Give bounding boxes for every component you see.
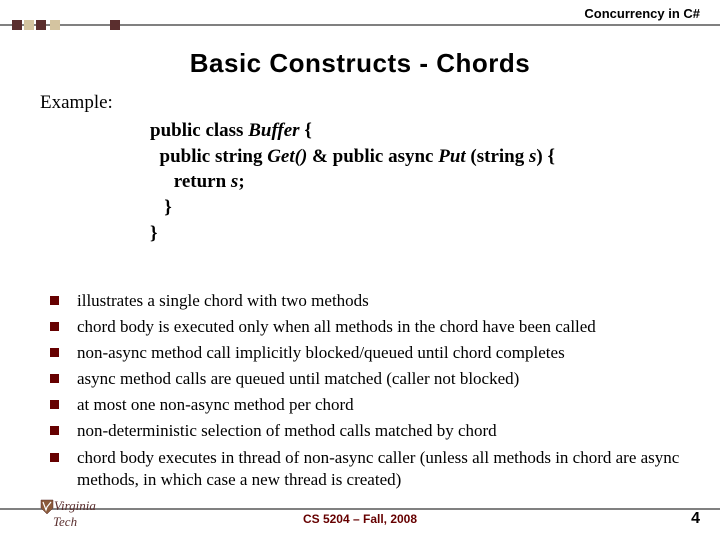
bullet-icon xyxy=(50,453,59,462)
bullet-text: non-async method call implicitly blocked… xyxy=(77,342,565,364)
code-block: public class Buffer { public string Get(… xyxy=(150,118,555,246)
bullet-text: chord body is executed only when all met… xyxy=(77,316,596,338)
code-line-2: public string Get() & public async Put (… xyxy=(150,144,555,170)
bullet-text: at most one non-async method per chord xyxy=(77,394,354,416)
bullet-icon xyxy=(50,374,59,383)
list-item: at most one non-async method per chord xyxy=(50,394,690,416)
decoration-square xyxy=(24,20,34,30)
bullet-icon xyxy=(50,296,59,305)
code-line-5: } xyxy=(150,221,555,247)
code-line-1: public class Buffer { xyxy=(150,118,555,144)
list-item: non-deterministic selection of method ca… xyxy=(50,420,690,442)
list-item: illustrates a single chord with two meth… xyxy=(50,290,690,312)
decoration-square xyxy=(36,20,46,30)
bullet-text: non-deterministic selection of method ca… xyxy=(77,420,497,442)
bullet-text: async method calls are queued until matc… xyxy=(77,368,519,390)
bullet-icon xyxy=(50,400,59,409)
bullet-text: illustrates a single chord with two meth… xyxy=(77,290,369,312)
bullet-icon xyxy=(50,348,59,357)
list-item: async method calls are queued until matc… xyxy=(50,368,690,390)
code-line-4: } xyxy=(150,195,555,221)
header-label: Concurrency in C# xyxy=(584,6,700,21)
page-number: 4 xyxy=(691,510,700,528)
list-item: chord body is executed only when all met… xyxy=(50,316,690,338)
code-line-3: return s; xyxy=(150,169,555,195)
footer: Virginia Tech CS 5204 – Fall, 2008 4 xyxy=(0,502,720,532)
bullet-list: illustrates a single chord with two meth… xyxy=(50,290,690,495)
list-item: non-async method call implicitly blocked… xyxy=(50,342,690,364)
example-label: Example: xyxy=(40,92,113,114)
header-line xyxy=(0,24,720,26)
list-item: chord body executes in thread of non-asy… xyxy=(50,447,690,491)
bullet-icon xyxy=(50,322,59,331)
decoration-square xyxy=(12,20,22,30)
decoration-square xyxy=(50,20,60,30)
slide-title: Basic Constructs - Chords xyxy=(0,48,720,79)
decoration-square xyxy=(110,20,120,30)
footer-text: CS 5204 – Fall, 2008 xyxy=(0,512,720,526)
bullet-text: chord body executes in thread of non-asy… xyxy=(77,447,690,491)
bullet-icon xyxy=(50,426,59,435)
